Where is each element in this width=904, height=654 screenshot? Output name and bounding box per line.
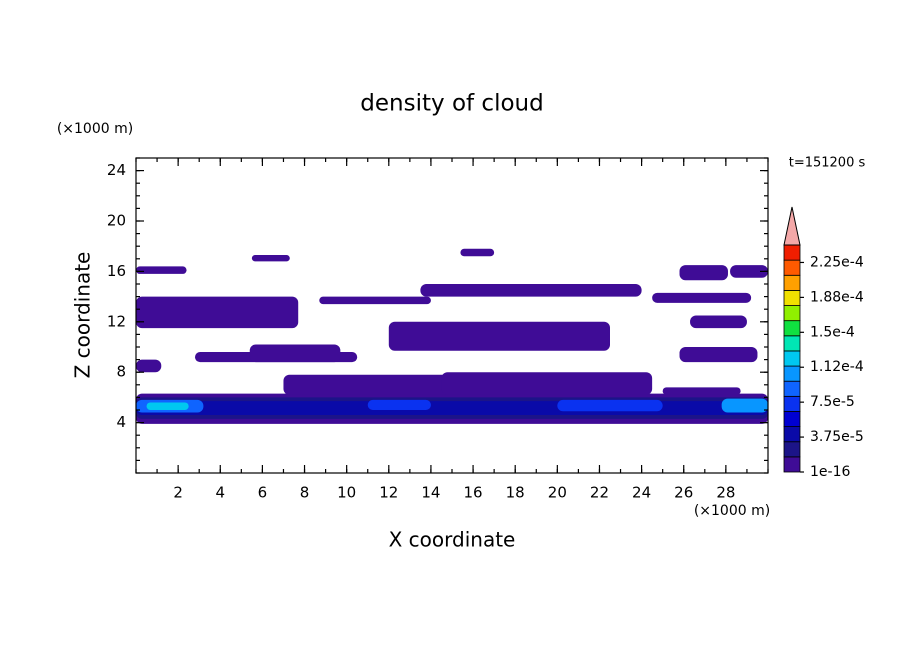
contour-region bbox=[441, 372, 653, 395]
colorbar-band bbox=[783, 380, 801, 397]
contour-region bbox=[249, 344, 341, 363]
contour-region bbox=[146, 402, 189, 410]
y-tick-label: 20 bbox=[107, 212, 126, 230]
colorbar-band bbox=[783, 395, 801, 412]
colorbar-band bbox=[783, 456, 801, 473]
y-tick-label: 12 bbox=[107, 312, 126, 330]
y-unit: (×1000 m) bbox=[57, 121, 133, 137]
x-tick-label: 2 bbox=[173, 484, 183, 502]
colorbar-tick-label: 1.12e-4 bbox=[810, 359, 864, 375]
contour-region bbox=[721, 398, 768, 413]
y-tick-label: 16 bbox=[107, 262, 126, 280]
x-tick-label: 10 bbox=[337, 484, 356, 502]
colorbar-band bbox=[783, 441, 801, 458]
colorbar-tick-label: 2.25e-4 bbox=[810, 254, 864, 270]
colorbar-band bbox=[783, 365, 801, 382]
x-tick-label: 28 bbox=[716, 484, 735, 502]
contour-region bbox=[420, 284, 642, 297]
colorbar-band bbox=[783, 244, 801, 261]
contour-region bbox=[557, 399, 663, 412]
x-tick-label: 26 bbox=[674, 484, 693, 502]
x-tick-label: 20 bbox=[548, 484, 567, 502]
colorbar-extension bbox=[783, 206, 801, 246]
colorbar-tick-label: 1.5e-4 bbox=[810, 324, 855, 340]
y-tick-label: 8 bbox=[116, 363, 126, 381]
colorbar-tick-label: 1.88e-4 bbox=[810, 289, 864, 305]
colorbar-band bbox=[783, 259, 801, 276]
contour-region bbox=[460, 248, 495, 257]
colorbar-band bbox=[783, 426, 801, 443]
x-tick-label: 4 bbox=[215, 484, 225, 502]
colorbar-tick-label: 3.75e-5 bbox=[810, 429, 864, 445]
contour-region bbox=[136, 401, 768, 416]
contour-region bbox=[136, 359, 162, 373]
x-tick-label: 22 bbox=[590, 484, 609, 502]
contour-region bbox=[662, 387, 741, 395]
contour-region bbox=[388, 321, 610, 351]
x-tick-label: 16 bbox=[464, 484, 483, 502]
x-tick-label: 18 bbox=[506, 484, 525, 502]
x-axis-label: X coordinate bbox=[389, 528, 516, 552]
x-unit: (×1000 m) bbox=[694, 503, 770, 519]
contour-region bbox=[652, 292, 752, 303]
colorbar-tick-label: 7.5e-5 bbox=[810, 394, 855, 410]
x-tick-label: 24 bbox=[632, 484, 651, 502]
contour-region bbox=[367, 399, 431, 410]
x-tick-label: 14 bbox=[421, 484, 440, 502]
colorbar-band bbox=[783, 411, 801, 428]
chart-title: density of cloud bbox=[360, 91, 543, 117]
contour-region bbox=[136, 266, 187, 274]
x-tick-label: 8 bbox=[300, 484, 310, 502]
colorbar-band bbox=[783, 289, 801, 306]
contour-region bbox=[679, 265, 728, 281]
colorbar-band bbox=[783, 274, 801, 291]
y-tick-label: 4 bbox=[116, 413, 126, 431]
time-label: t=151200 s bbox=[789, 156, 866, 171]
y-axis-label: Z coordinate bbox=[71, 252, 95, 379]
contour-region bbox=[690, 315, 747, 329]
contour-region bbox=[136, 296, 299, 329]
contour-region bbox=[679, 347, 758, 363]
contour-region bbox=[251, 255, 290, 262]
y-tick-label: 24 bbox=[107, 161, 126, 179]
contour-region bbox=[730, 265, 768, 278]
x-tick-label: 6 bbox=[258, 484, 268, 502]
x-tick-label: 12 bbox=[379, 484, 398, 502]
colorbar-band bbox=[783, 305, 801, 322]
contour-region bbox=[319, 296, 431, 305]
colorbar-band bbox=[783, 335, 801, 352]
colorbar-band bbox=[783, 320, 801, 337]
colorbar-band bbox=[783, 350, 801, 367]
colorbar-tick-label: 1e-16 bbox=[810, 464, 850, 480]
